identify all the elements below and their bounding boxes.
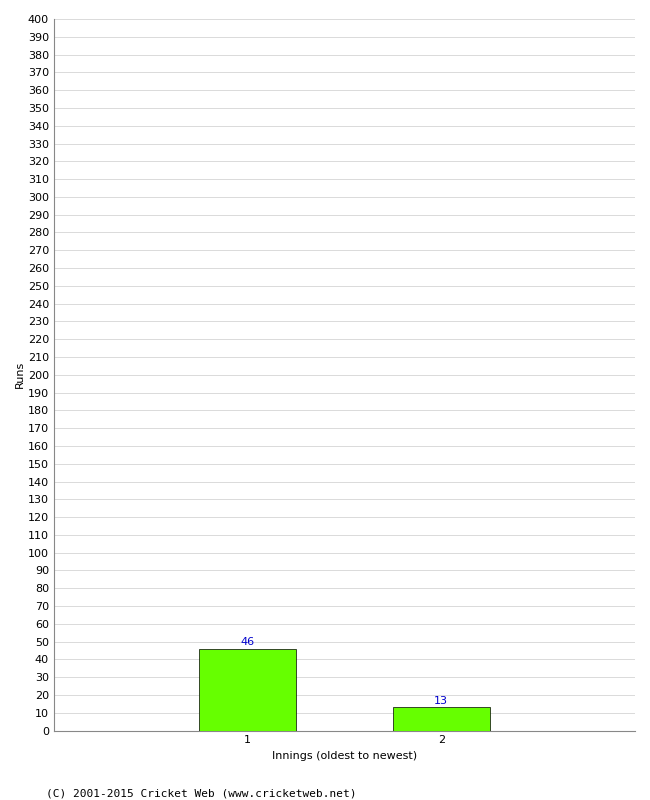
X-axis label: Innings (oldest to newest): Innings (oldest to newest) <box>272 751 417 761</box>
Bar <box>199 649 296 730</box>
Text: 46: 46 <box>240 637 255 647</box>
Text: (C) 2001-2015 Cricket Web (www.cricketweb.net): (C) 2001-2015 Cricket Web (www.cricketwe… <box>46 788 356 798</box>
Text: 13: 13 <box>434 696 448 706</box>
Bar <box>393 707 489 730</box>
Y-axis label: Runs: Runs <box>15 361 25 389</box>
